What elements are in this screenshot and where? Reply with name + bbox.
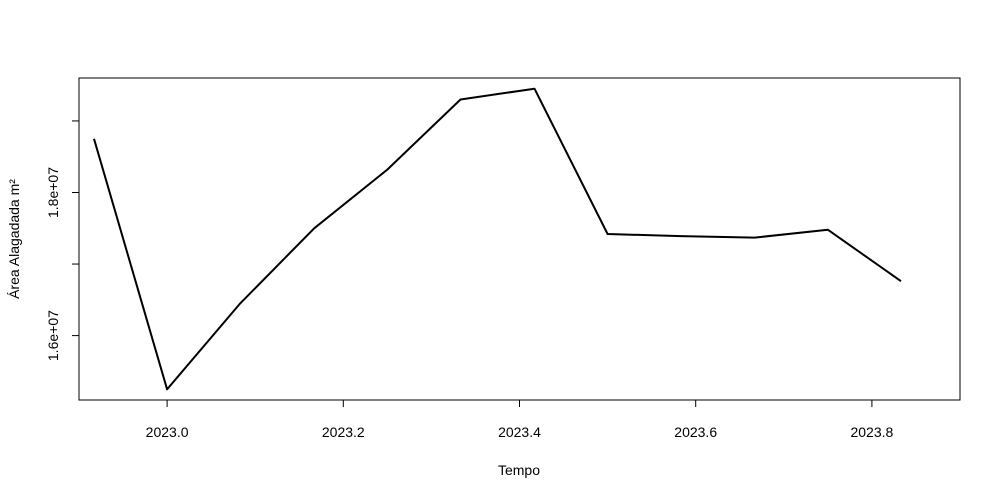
y-tick-label: 1.6e+07 <box>45 310 61 361</box>
series-line <box>93 87 902 391</box>
x-tick-label: 2023.4 <box>498 424 541 440</box>
x-axis: 2023.0 2023.2 2023.4 2023.6 2023.8 <box>146 400 894 440</box>
y-axis-title: Área Alagadada m² <box>6 179 22 299</box>
y-axis: 1.6e+07 1.8e+07 <box>45 120 79 361</box>
x-tick-label: 2023.6 <box>674 424 717 440</box>
plot-frame <box>78 77 961 401</box>
x-tick-label: 2023.8 <box>850 424 893 440</box>
x-tick-label: 2023.2 <box>322 424 365 440</box>
y-tick-label: 1.8e+07 <box>45 167 61 218</box>
x-axis-title: Tempo <box>498 462 540 478</box>
x-tick-label: 2023.0 <box>146 424 189 440</box>
